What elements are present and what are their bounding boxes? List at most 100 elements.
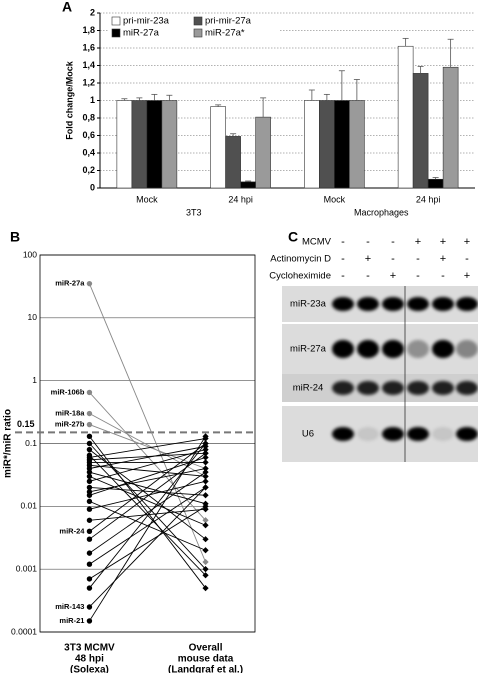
connector (89, 413, 206, 477)
point-left (86, 484, 93, 491)
point-right (202, 558, 209, 566)
group-label: Macrophages (354, 207, 409, 217)
connector (89, 471, 206, 505)
condition-sign: + (464, 236, 470, 248)
condition-sign: + (464, 270, 470, 282)
point-right (202, 450, 209, 457)
error-bar (308, 89, 315, 101)
band (456, 297, 478, 311)
connector (89, 464, 206, 477)
y-axis-label: Fold change/Mock (64, 60, 74, 140)
band (332, 427, 354, 441)
condition-sign: + (390, 270, 396, 282)
x-tick-label: (Solexa) (70, 665, 109, 673)
point-left (86, 618, 93, 624)
error-bar (402, 37, 409, 47)
y-tick-label: 1,4 (82, 60, 95, 70)
band (432, 340, 454, 358)
point-left (86, 498, 93, 505)
bar (146, 100, 163, 189)
y-tick-label: 0.1 (25, 438, 37, 448)
point-left (86, 576, 93, 582)
y-tick-label: 0,2 (82, 165, 95, 175)
group-label: 3T3 (186, 207, 202, 217)
row-label: miR-23a (290, 299, 327, 310)
legend-label: miR-27a (123, 28, 160, 39)
point-label: miR-21 (59, 616, 84, 625)
condition-sign: - (416, 253, 420, 265)
y-tick-label: 0.0001 (11, 626, 37, 636)
row-label: U6 (302, 429, 314, 440)
band (407, 340, 429, 358)
bar (116, 100, 133, 189)
x-tick-label: Overall (189, 643, 223, 654)
bar (397, 45, 414, 189)
band (432, 297, 454, 311)
error-bar (260, 97, 267, 118)
point-left (86, 280, 93, 287)
connector (89, 471, 206, 554)
y-tick-label: 1 (32, 375, 37, 385)
legend-swatch (111, 16, 121, 26)
x-tick-label: 24 hpi (416, 194, 441, 204)
bar (427, 178, 444, 189)
legend-label: pri-mir-27a (205, 16, 252, 27)
band (432, 381, 454, 395)
error-bar (136, 97, 143, 101)
bar (131, 100, 148, 189)
point-left (86, 478, 93, 485)
point-left (86, 446, 93, 453)
band (432, 427, 454, 441)
point-left (86, 410, 93, 417)
panel-label: A (62, 0, 72, 15)
point-left (86, 604, 93, 610)
error-bar (432, 177, 439, 180)
error-bar (323, 93, 330, 101)
band (456, 381, 478, 395)
point-left (86, 536, 93, 542)
x-tick-label: 48 hpi (75, 654, 104, 665)
y-tick-label: 0.001 (16, 563, 38, 573)
connector (89, 452, 206, 461)
condition-label: Cycloheximide (269, 271, 331, 282)
point-left (86, 469, 93, 475)
band (382, 427, 404, 441)
point-label: miR-106b (51, 387, 85, 396)
band (382, 297, 404, 311)
connector (89, 436, 206, 622)
point-left (86, 550, 93, 556)
bar (255, 116, 271, 189)
point-left (86, 421, 93, 428)
y-tick-label: 1,2 (82, 77, 95, 87)
bar (349, 100, 365, 189)
connector (89, 487, 206, 565)
error-bar (417, 65, 424, 74)
point-right (202, 522, 209, 529)
bar (210, 106, 226, 189)
point-left (86, 492, 93, 498)
y-tick-label: 0,6 (82, 130, 95, 140)
error-bar (215, 104, 222, 107)
point-left (86, 528, 93, 535)
point-label: miR-18a (55, 409, 85, 418)
point-right (202, 492, 209, 499)
connector (89, 457, 206, 496)
condition-sign: - (465, 253, 469, 265)
condition-sign: - (441, 270, 445, 282)
connector (89, 505, 206, 580)
band (382, 381, 404, 395)
connector (89, 475, 206, 526)
point-left (86, 433, 93, 440)
band (332, 297, 354, 311)
error-bar (166, 94, 173, 101)
band (407, 427, 429, 441)
plot-frame (39, 254, 256, 633)
point-label: miR-27b (55, 420, 85, 429)
point-left (86, 561, 93, 567)
band (357, 427, 379, 441)
error-bar (151, 93, 158, 101)
connector (89, 487, 206, 608)
point-left (86, 517, 93, 523)
y-tick-label: 1,6 (82, 42, 95, 52)
